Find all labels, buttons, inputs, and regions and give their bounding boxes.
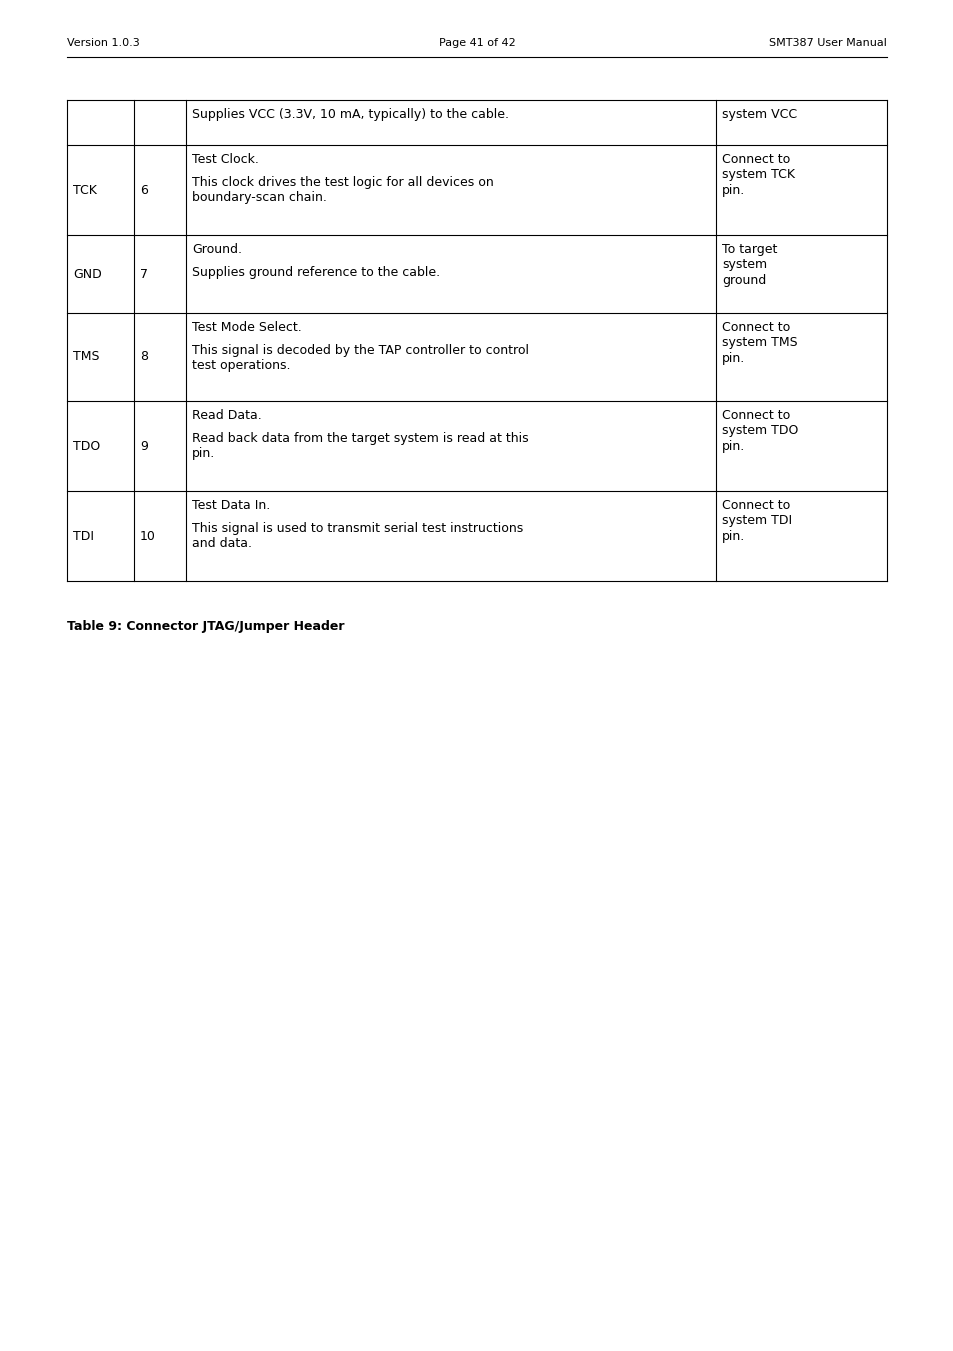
Text: TDI: TDI	[73, 530, 94, 543]
Text: 8: 8	[140, 350, 148, 363]
Text: ground: ground	[721, 274, 765, 286]
Text: This clock drives the test logic for all devices on: This clock drives the test logic for all…	[192, 176, 494, 189]
Text: pin.: pin.	[721, 351, 744, 365]
Text: TCK: TCK	[73, 184, 97, 196]
Text: and data.: and data.	[192, 538, 252, 550]
Text: Table 9: Connector JTAG/Jumper Header: Table 9: Connector JTAG/Jumper Header	[67, 620, 344, 634]
Text: Test Mode Select.: Test Mode Select.	[192, 320, 301, 334]
Text: Supplies VCC (3.3V, 10 mA, typically) to the cable.: Supplies VCC (3.3V, 10 mA, typically) to…	[192, 108, 509, 120]
Text: Test Clock.: Test Clock.	[192, 153, 258, 166]
Text: SMT387 User Manual: SMT387 User Manual	[768, 38, 886, 49]
Text: system VCC: system VCC	[721, 108, 797, 120]
Text: Page 41 of 42: Page 41 of 42	[438, 38, 515, 49]
Text: 10: 10	[140, 530, 155, 543]
Text: 6: 6	[140, 184, 148, 196]
Text: pin.: pin.	[192, 447, 215, 461]
Text: To target: To target	[721, 243, 777, 255]
Text: 9: 9	[140, 439, 148, 453]
Text: Read Data.: Read Data.	[192, 408, 261, 422]
Text: Read back data from the target system is read at this: Read back data from the target system is…	[192, 432, 528, 444]
Text: system: system	[721, 258, 766, 272]
Text: This signal is used to transmit serial test instructions: This signal is used to transmit serial t…	[192, 521, 522, 535]
Text: Connect to: Connect to	[721, 408, 789, 422]
Text: pin.: pin.	[721, 530, 744, 543]
Text: GND: GND	[73, 267, 102, 281]
Text: This signal is decoded by the TAP controller to control: This signal is decoded by the TAP contro…	[192, 345, 529, 357]
Text: system TMS: system TMS	[721, 336, 797, 349]
Text: Connect to: Connect to	[721, 320, 789, 334]
Text: Test Data In.: Test Data In.	[192, 499, 270, 512]
Text: TMS: TMS	[73, 350, 99, 363]
Text: Ground.: Ground.	[192, 243, 242, 255]
Text: system TCK: system TCK	[721, 168, 794, 181]
Text: Connect to: Connect to	[721, 499, 789, 512]
Text: Connect to: Connect to	[721, 153, 789, 166]
Text: test operations.: test operations.	[192, 359, 291, 373]
Text: Supplies ground reference to the cable.: Supplies ground reference to the cable.	[192, 266, 439, 278]
Text: 7: 7	[140, 267, 148, 281]
Text: boundary-scan chain.: boundary-scan chain.	[192, 192, 327, 204]
Text: Version 1.0.3: Version 1.0.3	[67, 38, 139, 49]
Text: TDO: TDO	[73, 439, 100, 453]
Text: system TDO: system TDO	[721, 424, 798, 438]
Text: pin.: pin.	[721, 184, 744, 197]
Text: system TDI: system TDI	[721, 515, 791, 527]
Text: pin.: pin.	[721, 439, 744, 453]
